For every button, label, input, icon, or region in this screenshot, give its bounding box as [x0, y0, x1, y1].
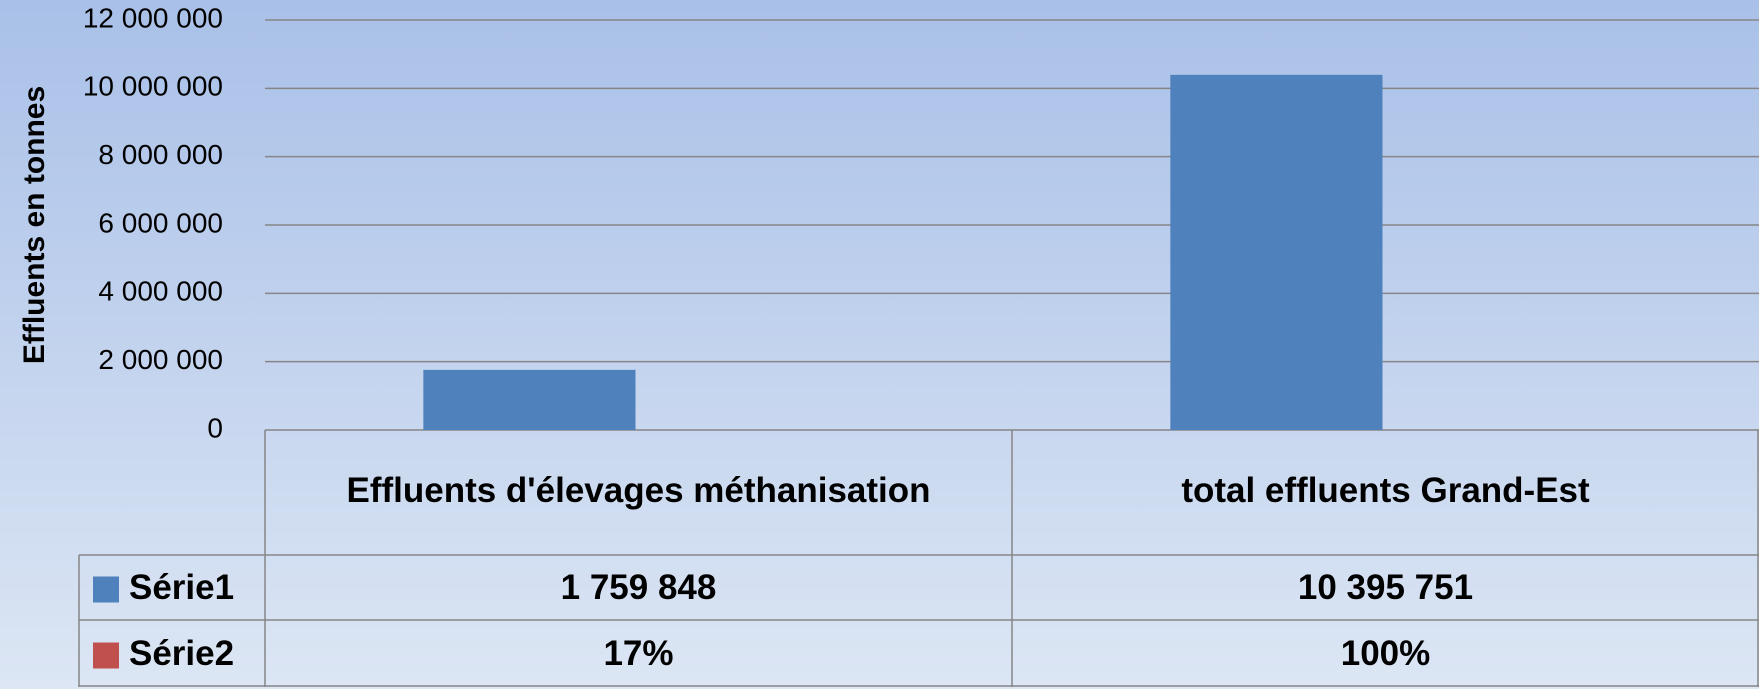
legend-key	[93, 576, 119, 603]
bar	[423, 369, 636, 430]
y-tick-label: 4 000 000	[98, 276, 223, 307]
x-tick-label: Effluents d'élevages méthanisation	[346, 471, 930, 510]
legend-label: Série2	[129, 634, 234, 673]
y-tick-label: 0	[207, 412, 223, 443]
x-tick-label: total effluents Grand-Est	[1181, 471, 1590, 510]
y-tick-label: 12 000 000	[83, 2, 223, 33]
data-label: 10 395 751	[1298, 568, 1473, 607]
data-label: 1 759 848	[561, 568, 717, 607]
y-tick-label: 6 000 000	[98, 207, 223, 238]
legend-label: Série1	[129, 568, 234, 607]
bar	[1170, 74, 1383, 431]
data-label: 100%	[1341, 634, 1431, 673]
data-label: 17%	[603, 634, 673, 673]
y-tick-label: 8 000 000	[98, 139, 223, 170]
y-tick-label: 10 000 000	[83, 71, 223, 102]
legend-key	[93, 642, 119, 669]
y-tick-label: 2 000 000	[98, 344, 223, 375]
y-axis-label: Effluents en tonnes	[18, 86, 51, 364]
